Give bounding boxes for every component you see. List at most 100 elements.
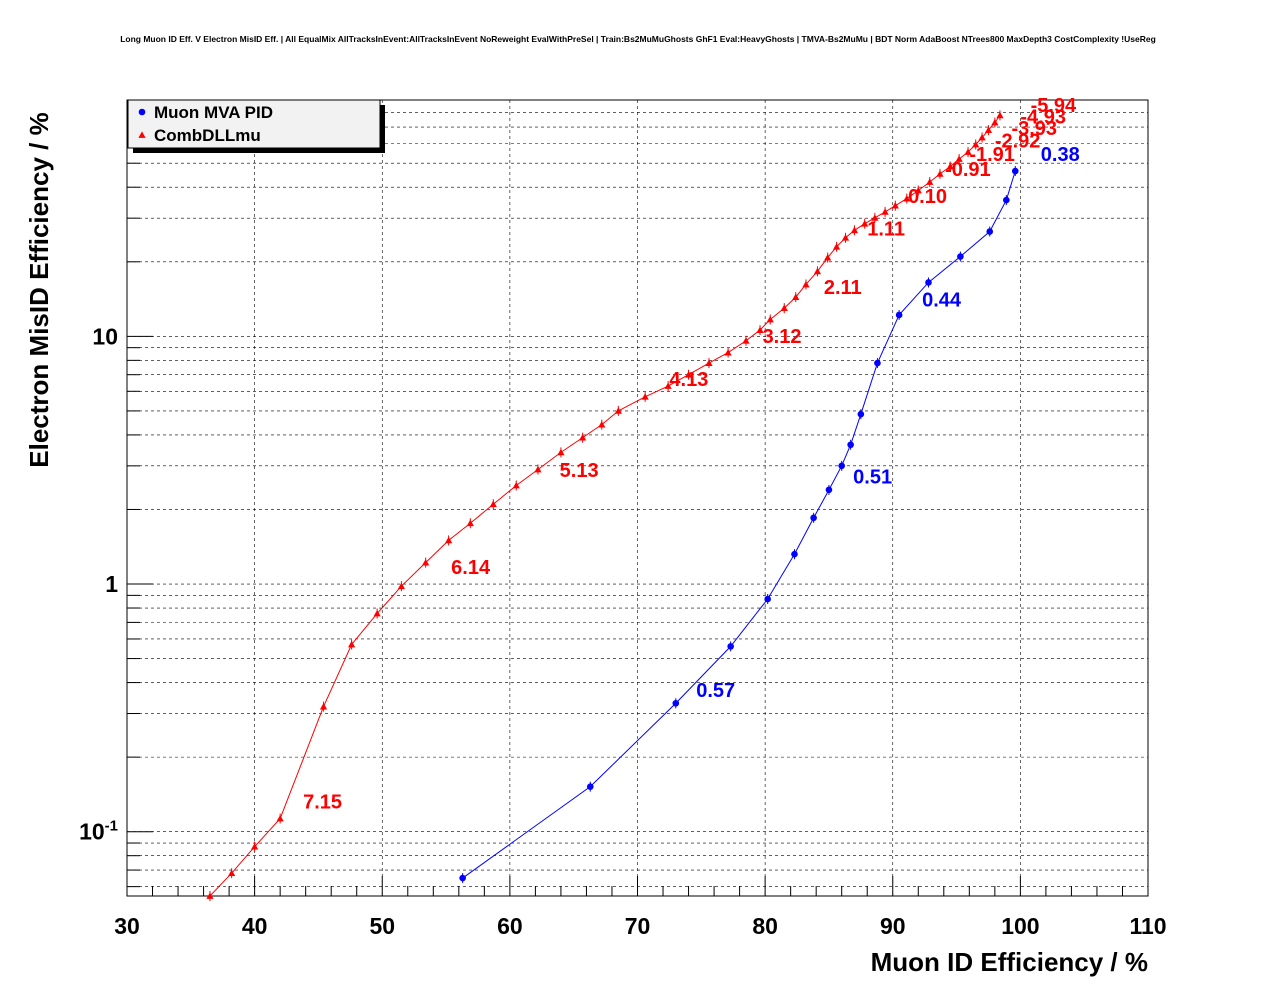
series-line [462, 170, 1016, 879]
data-point [891, 202, 899, 209]
data-point [445, 536, 453, 544]
data-point [459, 874, 466, 882]
data-point [946, 162, 954, 170]
cut-annotation: 6.14 [451, 557, 491, 579]
cut-annotation: 1.11 [867, 219, 905, 241]
data-point [742, 337, 750, 344]
x-tick-label: 40 [242, 913, 268, 939]
data-point [936, 170, 944, 177]
data-point [276, 814, 284, 822]
cut-annotation: 0.44 [922, 289, 962, 311]
data-point [724, 348, 732, 356]
data-point [824, 253, 832, 261]
data-point [397, 582, 405, 590]
data-point [764, 595, 771, 603]
data-point [579, 434, 587, 441]
cut-value-annotations: 0.38 0.44 0.51 0.57 -5.94-4.93-3.93-2.92-1.9… [303, 95, 1080, 814]
legend-label: Muon MVA PID [154, 103, 273, 122]
data-point [996, 111, 1004, 119]
cut-annotation: 0.57 [696, 680, 735, 702]
y-tick-labels: 10-1 1 10 [79, 323, 118, 844]
cut-annotation: -3.93 [1011, 118, 1057, 140]
data-point [841, 234, 850, 241]
data-point [1003, 196, 1010, 204]
data-point [422, 559, 430, 566]
data-point [802, 280, 810, 288]
data-point [813, 267, 822, 275]
data-point [871, 214, 879, 221]
x-tick-label: 100 [1001, 913, 1039, 939]
data-point [838, 462, 845, 470]
x-axis-label: Muon ID Efficiency / % [871, 947, 1148, 977]
data-point [319, 702, 328, 710]
data-point [978, 133, 986, 141]
data-point [857, 410, 865, 418]
data-point [672, 699, 680, 707]
data-point [861, 220, 869, 227]
data-point [598, 421, 606, 428]
cut-annotation: -0.91 [945, 159, 991, 181]
data-point [791, 550, 798, 558]
y-tick-label: 10-1 [79, 818, 118, 845]
data-point [957, 253, 964, 260]
x-tick-labels: 30 40 50 60 70 80 90 100 110 [114, 913, 1166, 939]
x-tick-label: 90 [880, 913, 906, 939]
x-tick-label: 110 [1129, 913, 1166, 939]
data-point [964, 148, 972, 155]
y-axis-label: Electron MisID Efficiency / % [24, 112, 54, 467]
chart-title: Long Muon ID Eff. V Electron MisID Eff. … [120, 34, 1156, 44]
data-point [641, 393, 649, 400]
data-point [847, 441, 854, 449]
data-point [955, 155, 963, 162]
data-point [664, 382, 672, 389]
series-combdllmu [206, 110, 1004, 901]
cut-annotation: -4.93 [1020, 106, 1066, 128]
data-point [832, 243, 841, 250]
data-point [881, 208, 889, 215]
data-point [903, 194, 911, 202]
data-point [251, 843, 259, 850]
data-point [489, 500, 497, 508]
grid-lines [127, 99, 1148, 896]
data-point [986, 228, 994, 235]
y-tick-label: 10 [92, 323, 118, 349]
data-point [972, 140, 980, 148]
data-point [766, 315, 774, 323]
data-point [792, 293, 800, 301]
data-point [825, 486, 833, 494]
cut-annotation: -2.92 [995, 130, 1041, 152]
cut-annotation: 5.13 [560, 460, 599, 482]
data-point [348, 640, 356, 648]
data-point [914, 186, 922, 194]
data-point [984, 126, 993, 134]
x-tick-label: 70 [625, 913, 651, 939]
series-muon-mva-pid [459, 166, 1019, 884]
cut-annotation: 0.38 [1041, 144, 1080, 166]
data-point [810, 514, 817, 522]
data-point [926, 178, 934, 185]
data-point [466, 519, 474, 527]
data-point [228, 869, 236, 877]
cut-annotation: 0.51 [853, 466, 892, 488]
data-point [373, 609, 381, 617]
y-tick-label: 1 [105, 571, 118, 597]
data-point [586, 783, 594, 790]
data-point [705, 359, 713, 366]
data-point [1011, 167, 1019, 175]
legend-label: CombDLLmu [154, 126, 261, 145]
cut-annotation: -1.91 [969, 144, 1015, 166]
data-point [534, 465, 542, 473]
data-point [206, 892, 214, 899]
data-point [874, 359, 881, 367]
data-point [614, 407, 622, 414]
data-point [780, 304, 788, 312]
data-point [727, 643, 734, 650]
cut-annotation: 4.13 [669, 369, 708, 391]
data-point [684, 371, 693, 378]
data-point [895, 311, 903, 319]
data-point [925, 279, 932, 286]
data-point [756, 326, 764, 333]
cut-annotation: 3.12 [763, 326, 802, 348]
cut-annotation: 7.15 [303, 792, 342, 814]
